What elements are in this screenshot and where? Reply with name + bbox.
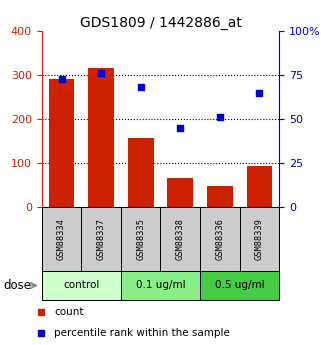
Bar xyxy=(160,207,200,271)
Point xyxy=(257,90,262,95)
Text: GSM88336: GSM88336 xyxy=(215,218,224,260)
Text: GSM88339: GSM88339 xyxy=(255,218,264,260)
Text: GSM88337: GSM88337 xyxy=(97,218,106,260)
Text: 0.5 ug/ml: 0.5 ug/ml xyxy=(215,280,265,290)
Bar xyxy=(247,166,272,207)
Bar xyxy=(200,271,279,300)
Text: 0.1 ug/ml: 0.1 ug/ml xyxy=(136,280,185,290)
Point xyxy=(138,85,143,90)
Title: GDS1809 / 1442886_at: GDS1809 / 1442886_at xyxy=(80,16,241,30)
Text: control: control xyxy=(63,280,100,290)
Bar xyxy=(240,207,279,271)
Text: GSM88338: GSM88338 xyxy=(176,218,185,260)
Text: count: count xyxy=(55,307,84,317)
Text: dose: dose xyxy=(3,279,31,292)
Bar xyxy=(42,207,81,271)
Point xyxy=(178,125,183,130)
Bar xyxy=(121,271,200,300)
Bar xyxy=(121,207,160,271)
Bar xyxy=(168,178,193,207)
Bar xyxy=(49,79,74,207)
Text: percentile rank within the sample: percentile rank within the sample xyxy=(55,328,230,338)
Bar xyxy=(207,186,233,207)
Bar xyxy=(200,207,240,271)
Bar xyxy=(88,68,114,207)
Point xyxy=(38,309,43,315)
Text: GSM88335: GSM88335 xyxy=(136,218,145,260)
Point xyxy=(99,70,104,76)
Bar xyxy=(42,271,121,300)
Bar xyxy=(81,207,121,271)
Point xyxy=(38,331,43,336)
Bar xyxy=(128,138,153,207)
Point xyxy=(59,76,64,81)
Point xyxy=(217,115,222,120)
Text: GSM88334: GSM88334 xyxy=(57,218,66,260)
